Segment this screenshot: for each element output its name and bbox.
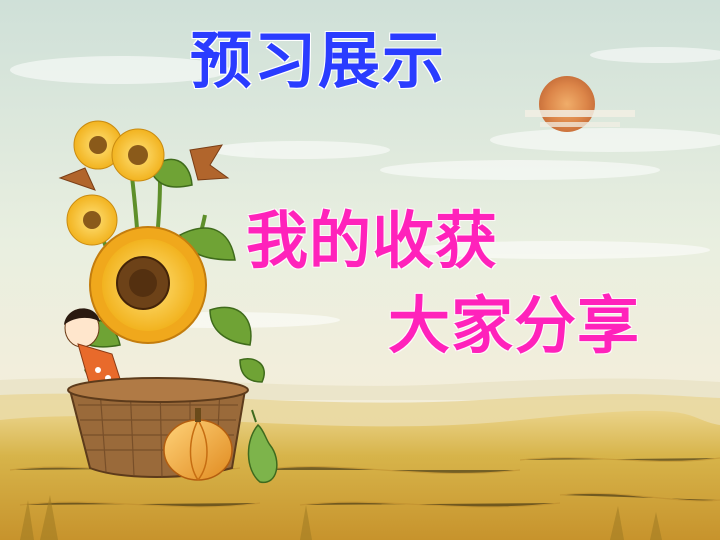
slide-title: 预习展示 bbox=[190, 24, 447, 97]
grass-tufts bbox=[20, 495, 662, 540]
sun bbox=[525, 76, 635, 132]
small-sunflower-1 bbox=[73, 120, 123, 170]
girl-figure bbox=[64, 308, 123, 387]
pumpkin bbox=[163, 408, 233, 481]
subtitle-line-1: 我的收获 bbox=[246, 204, 499, 277]
small-sunflower-3 bbox=[66, 194, 118, 246]
gourd bbox=[247, 409, 278, 483]
subtitle-line-2: 大家分享 bbox=[388, 289, 641, 362]
dried-flower bbox=[58, 144, 230, 191]
small-sunflower-2 bbox=[111, 128, 165, 182]
big-sunflower bbox=[89, 226, 207, 344]
